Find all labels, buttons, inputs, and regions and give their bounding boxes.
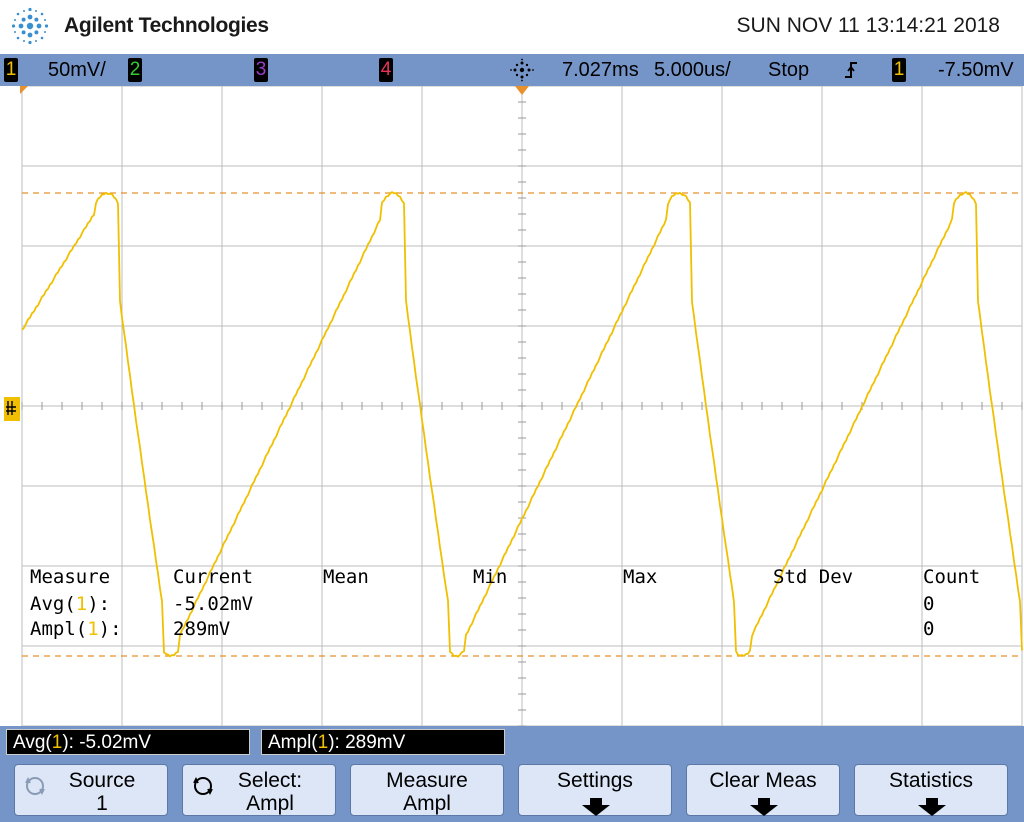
ampl-readout[interactable]: Ampl(1): 289mV	[261, 729, 505, 755]
channel-1-trace	[21, 191, 1023, 658]
measure-softkey[interactable]: Measure Ampl	[350, 764, 504, 816]
waveform-display[interactable]: Measure Current Mean Min Max Std Dev Cou…	[0, 86, 1024, 726]
avg-readout-name: Avg	[13, 732, 46, 753]
stat-row-avg-count: 0	[923, 593, 935, 615]
agilent-spark-logo	[11, 7, 49, 45]
channel-3-indicator[interactable]: 3	[254, 58, 268, 82]
measurement-bar: Avg(1): -5.02mV Ampl(1): 289mV	[0, 726, 1024, 758]
settings-softkey[interactable]: Settings	[518, 764, 672, 816]
stat-row-ampl-current: 289mV	[173, 618, 231, 640]
date-time: SUN NOV 11 13:14:21 2018	[736, 14, 1000, 37]
stat-row-avg-name: Avg	[30, 593, 65, 615]
stat-row-ampl-source: 1	[87, 618, 99, 640]
avg-readout-source: 1	[51, 732, 63, 753]
ampl-readout-source: 1	[317, 732, 329, 753]
ampl-readout-value: 289mV	[345, 732, 406, 753]
waveform-graticule	[4, 86, 1023, 726]
rotary-knob-icon	[193, 776, 213, 796]
stat-header-std-dev: Std Dev	[773, 566, 854, 588]
horizontal-position[interactable]: 7.027ms	[562, 59, 639, 81]
stat-row-ampl-label: Ampl(1):	[30, 618, 122, 640]
select-softkey[interactable]: Select: Ampl	[182, 764, 336, 816]
softkey-bar: Source 1 Select: Ampl Measure Ampl Setti…	[0, 758, 1024, 822]
source-softkey-value: 1	[96, 792, 108, 815]
ground-reference-marker	[4, 397, 20, 421]
stat-row-avg-current: -5.02mV	[173, 593, 254, 615]
channel-1-indicator[interactable]: 1	[4, 58, 18, 82]
stat-row-ampl-name: Ampl	[30, 618, 76, 640]
settings-softkey-label: Settings	[557, 769, 633, 792]
run-state[interactable]: Stop	[768, 59, 810, 81]
time-scale[interactable]: 5.000us/	[654, 59, 731, 81]
source-softkey[interactable]: Source 1	[14, 764, 168, 816]
stat-header-current: Current	[173, 566, 254, 588]
submenu-arrow-icon	[750, 798, 778, 816]
submenu-arrow-icon	[582, 798, 610, 816]
stat-header-min: Min	[473, 566, 508, 588]
trigger-position-marker	[515, 86, 529, 95]
source-softkey-label: Source	[68, 769, 136, 792]
time-reference-marker	[20, 86, 28, 94]
brand-name: Agilent Technologies	[64, 14, 269, 37]
select-softkey-value: Ampl	[246, 792, 294, 815]
trigger-source[interactable]: 1	[892, 58, 906, 82]
graticule-grid	[21, 86, 1023, 726]
channel-2-indicator[interactable]: 2	[128, 58, 142, 82]
clear-meas-softkey-label: Clear Meas	[709, 769, 817, 792]
select-softkey-label: Select:	[237, 769, 303, 792]
stat-row-avg-source: 1	[75, 593, 88, 615]
trigger-level[interactable]: -7.50mV	[938, 59, 1014, 81]
stat-header-measure: Measure	[30, 566, 111, 588]
rotary-knob-icon	[25, 776, 45, 796]
stat-header-max: Max	[623, 566, 658, 588]
header: Agilent Technologies SUN NOV 11 13:14:21…	[0, 0, 1024, 54]
stat-row-avg-label: Avg(1):	[30, 593, 111, 615]
clear-meas-softkey[interactable]: Clear Meas	[686, 764, 840, 816]
status-bar: 1 50mV/ 2 3 4 7.027ms 5.000us/ Stop 1 -7…	[0, 54, 1024, 86]
acquisition-mode-icon	[510, 58, 534, 82]
statistics-softkey-label: Statistics	[888, 769, 974, 792]
stat-header-mean: Mean	[323, 566, 369, 588]
statistics-softkey[interactable]: Statistics	[854, 764, 1008, 816]
rising-edge-icon	[845, 62, 857, 78]
channel-4-indicator[interactable]: 4	[379, 58, 393, 82]
stat-header-count: Count	[923, 566, 981, 588]
measure-softkey-label: Measure	[386, 769, 468, 792]
stat-row-ampl-count: 0	[923, 618, 935, 640]
channel-1-scale[interactable]: 50mV/	[48, 59, 106, 81]
avg-readout-value: -5.02mV	[79, 732, 152, 753]
submenu-arrow-icon	[918, 798, 946, 816]
measure-softkey-value: Ampl	[403, 792, 451, 815]
avg-readout[interactable]: Avg(1): -5.02mV	[6, 729, 250, 755]
ampl-readout-name: Ampl	[268, 732, 312, 753]
